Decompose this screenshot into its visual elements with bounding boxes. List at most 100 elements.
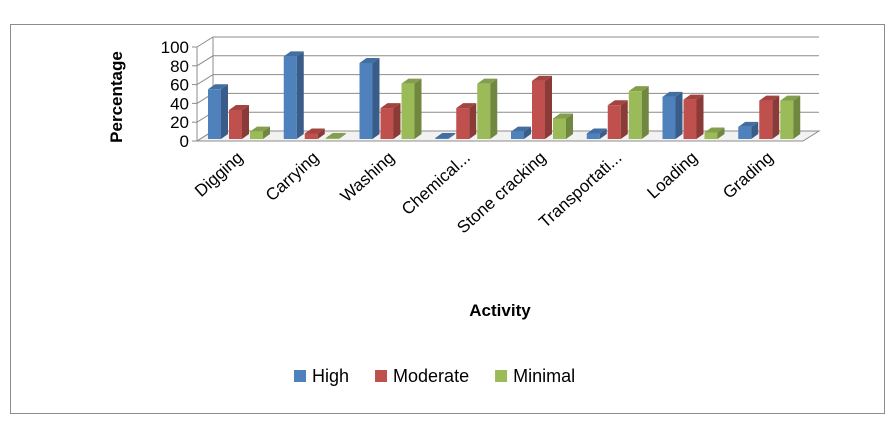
y-tick-label: 80	[170, 57, 189, 76]
bar-minimal-8	[780, 95, 801, 139]
legend-item-moderate: Moderate	[375, 366, 469, 386]
legend-item-high: High	[294, 366, 349, 386]
bar-side	[317, 128, 325, 139]
bar-minimal-7	[704, 127, 725, 139]
bar-side	[263, 126, 270, 139]
bar-front	[401, 83, 415, 139]
bar-minimal-5	[553, 113, 573, 139]
y-tick-label: 60	[170, 76, 189, 95]
bar-side	[772, 95, 780, 139]
bar-front	[325, 138, 339, 139]
bar-side	[751, 121, 759, 139]
y-tick-label: 40	[170, 94, 189, 113]
bar-front	[662, 96, 676, 139]
bar-top	[250, 126, 270, 132]
bar-side	[393, 103, 401, 139]
legend: High Moderate Minimal	[294, 366, 575, 386]
bar-minimal-1	[250, 126, 270, 139]
bar-top	[380, 103, 401, 109]
bar-high-8	[738, 121, 759, 139]
bar-moderate-1	[229, 104, 249, 139]
bar-top	[738, 121, 759, 127]
bar-top	[532, 75, 552, 81]
bar-front	[586, 133, 600, 139]
legend-label: Moderate	[393, 366, 469, 386]
bar-side	[469, 103, 477, 139]
bar-side	[221, 84, 228, 139]
bar-front	[359, 62, 373, 140]
bar-front	[607, 105, 621, 139]
bar-high-4	[435, 133, 456, 139]
bar-side	[372, 57, 380, 140]
bar-moderate-3	[380, 103, 401, 139]
legend-item-minimal: Minimal	[495, 366, 575, 386]
bar-top	[780, 95, 801, 101]
bar-front	[738, 126, 752, 139]
bar-front	[229, 109, 242, 139]
bar-front	[628, 91, 642, 139]
bar-moderate-4	[456, 103, 477, 139]
bar-top	[662, 91, 683, 97]
bars	[208, 51, 801, 140]
bar-minimal-6	[628, 86, 649, 139]
bar-front	[683, 99, 697, 139]
bar-side	[675, 91, 683, 139]
bar-top	[628, 86, 649, 92]
bar-high-1	[208, 84, 228, 139]
bar-minimal-2	[325, 133, 346, 139]
gridline	[196, 74, 819, 86]
bar-front	[456, 108, 470, 139]
bar-side	[296, 51, 304, 139]
bar-moderate-5	[532, 75, 552, 139]
bar-moderate-2	[304, 128, 325, 139]
bar-top	[359, 57, 380, 63]
bar-side	[599, 128, 607, 139]
bar-top	[401, 78, 422, 84]
bar-top	[229, 104, 249, 110]
bar-minimal-4	[477, 78, 498, 139]
gridline	[196, 36, 819, 48]
bar-top	[283, 51, 304, 57]
bar-top	[456, 103, 477, 109]
bar-front	[759, 100, 773, 139]
legend-swatch	[495, 370, 508, 382]
bar-side	[448, 133, 456, 139]
bar-side	[338, 133, 346, 139]
legend-label: Minimal	[513, 366, 575, 386]
bar-high-6	[586, 128, 607, 139]
bar-moderate-8	[759, 95, 780, 139]
back-wall	[213, 37, 819, 131]
bar-top	[511, 126, 531, 132]
bar-front	[250, 131, 263, 139]
y-tick-label: 20	[170, 113, 189, 132]
bar-side	[414, 78, 422, 139]
bar-side	[696, 94, 704, 139]
legend-swatch	[375, 370, 388, 382]
bar-side	[524, 126, 531, 139]
bar-top	[704, 127, 725, 133]
bar-front	[380, 108, 394, 139]
bar-side	[717, 127, 725, 139]
legend-swatch	[294, 370, 306, 382]
bar-front	[704, 132, 718, 139]
bar-top	[435, 133, 456, 138]
bar-front	[780, 100, 794, 139]
bar-side	[793, 95, 801, 139]
bar-top	[304, 128, 325, 134]
bar-high-2	[283, 51, 304, 139]
y-tick-label: 100	[161, 38, 189, 57]
bar-top	[586, 128, 607, 134]
bar-top	[607, 100, 628, 106]
bar-side	[545, 75, 552, 139]
bar-high-7	[662, 91, 683, 139]
y-tick-label: 0	[180, 132, 189, 151]
bar-side	[641, 86, 649, 139]
bar-front	[532, 80, 545, 139]
bar-front	[208, 89, 221, 139]
bar-top	[477, 78, 498, 84]
bar-front	[477, 83, 491, 139]
bar-front	[553, 118, 566, 139]
